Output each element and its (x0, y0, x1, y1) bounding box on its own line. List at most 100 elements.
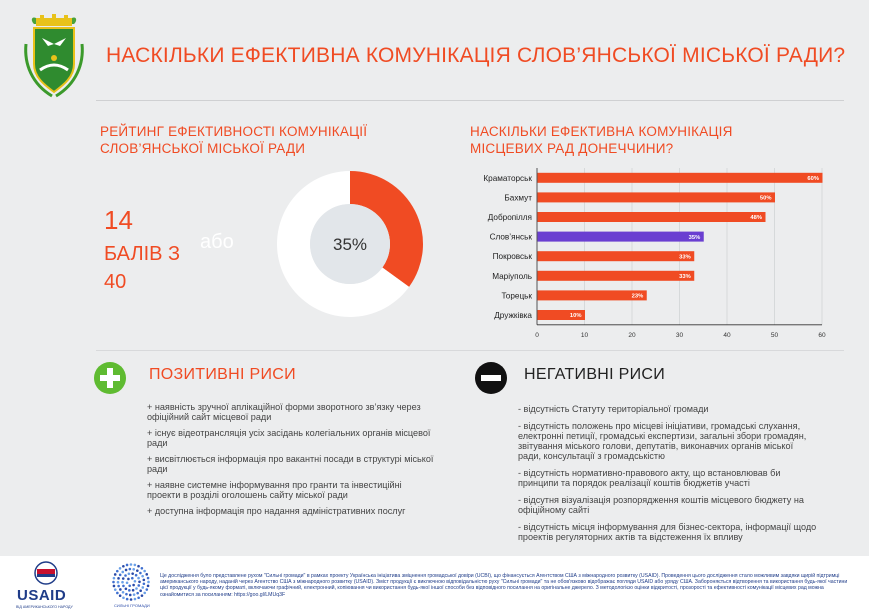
positive-traits-list: + наявність зручної аплікаційної форми з… (147, 402, 437, 522)
logo-dot (146, 576, 150, 580)
logo-dot (125, 592, 128, 596)
logo-dot (131, 572, 134, 575)
logo-dot (112, 576, 116, 580)
logo-dot (112, 584, 116, 588)
category-label: Слов’янськ (490, 233, 533, 242)
logo-dot (118, 594, 122, 598)
donut-chart: 35% (277, 171, 423, 317)
donut-slice (350, 171, 423, 287)
logo-dot (125, 563, 129, 567)
bar (537, 172, 823, 183)
logo-dot (133, 597, 137, 601)
donut-slice (277, 171, 410, 317)
x-tick-label: 60 (818, 332, 826, 339)
category-label: Бахмут (504, 193, 532, 202)
logo-dot (121, 570, 125, 574)
logo-dot (139, 571, 142, 575)
logo-dot (142, 582, 146, 586)
logo-dot (113, 573, 117, 576)
logo-dot (118, 567, 122, 570)
donut-center-label: 35% (333, 235, 367, 254)
x-tick-label: 20 (628, 332, 636, 339)
negative-trait-item: - відсутність положень про місцеві ініці… (518, 421, 807, 461)
logo-dot (134, 573, 138, 577)
footer (0, 556, 869, 615)
positive-trait-item: + наявне системне інформування про грант… (147, 480, 402, 500)
positive-traits-title: ПОЗИТИВНІ РИСИ (149, 366, 296, 383)
logo-dot (133, 579, 137, 583)
bar (537, 270, 695, 281)
logo-dot (129, 598, 133, 601)
logo-dot (124, 574, 127, 577)
score-label: БАЛІВ З 40 (104, 243, 181, 293)
logo-dot (136, 569, 139, 572)
logo-dot (116, 591, 119, 595)
logo-dot (127, 577, 130, 581)
logo-dot (127, 572, 131, 576)
logo-dot (147, 580, 150, 584)
logo-dot (137, 584, 141, 587)
footer-disclaimer: Це дослідження було представлене рухом "… (160, 573, 848, 598)
logo-dot (139, 589, 142, 592)
negative-traits-list: - відсутність Статуту територіальної гро… (518, 404, 818, 549)
logo-dot (143, 569, 146, 573)
bar-value-label: 60% (807, 176, 819, 182)
bar-chart: 0 10 20 30 40 50 60 Краматорськ 60% Бахмут 50% Добр… (483, 168, 826, 339)
logo-dot (121, 580, 124, 584)
logo-dot (122, 596, 125, 600)
logo-dot (124, 568, 128, 572)
x-tick-label: 50 (771, 332, 779, 339)
abo-label: або (200, 231, 234, 253)
minus-circle-icon (475, 362, 507, 394)
comparison-title-line1: НАСКІЛЬКИ ЕФЕКТИВНА КОМУНІКАЦІЯ (470, 124, 733, 139)
logo-dot (131, 588, 135, 592)
plus-circle-icon (94, 362, 126, 394)
bar (537, 231, 704, 242)
bar-value-label: 33% (679, 274, 691, 280)
logo-dot (128, 584, 131, 588)
category-label: Краматорськ (483, 174, 532, 183)
bar (537, 251, 695, 262)
logo-dot (141, 574, 144, 578)
positive-trait-item: + висвітлюється інформація про вакантні … (147, 454, 434, 474)
logo-dot (122, 584, 125, 588)
category-label: Дружківка (494, 311, 532, 320)
negative-trait-item: - відсутність місця інформування для біз… (518, 522, 817, 542)
logo-dot (133, 563, 137, 567)
logo-dot (124, 587, 128, 591)
logo-dot (137, 576, 140, 580)
x-tick-label: 10 (581, 332, 589, 339)
bar (537, 212, 766, 222)
negative-trait-item: - відсутня візуалізація розпорядження ко… (518, 495, 804, 515)
logo-dot (132, 567, 136, 571)
bar-value-label: 33% (679, 254, 691, 260)
donut-center (310, 204, 390, 284)
rating-section-title: РЕЙТИНГ ЕФЕКТИВНОСТІ КОМУНІКАЦІЇ СЛОВ’ЯН… (100, 123, 400, 157)
logo-dot (137, 596, 140, 600)
usaid-tagline: ВІД АМЕРИКАНСЬКОГО НАРОДУ (16, 605, 73, 609)
title-divider (96, 100, 844, 101)
negative-traits-title: НЕГАТИВНІ РИСИ (524, 366, 666, 383)
logo-dot (121, 590, 125, 594)
logo-dot (128, 589, 131, 592)
category-label: Покровськ (493, 252, 533, 261)
strong-communities-label: СИЛЬНІ ГРОМАДИ (114, 603, 150, 608)
comparison-section-title: НАСКІЛЬКИ ЕФЕКТИВНА КОМУНІКАЦІЯ МІСЦЕВИХ… (470, 123, 850, 157)
negative-trait-item: - відсутність Статуту територіальної гро… (518, 404, 709, 414)
bar-value-label: 35% (689, 235, 701, 241)
bar (537, 192, 775, 203)
logo-dot (117, 584, 120, 588)
logo-dot (113, 588, 117, 591)
logo-dot (128, 593, 132, 597)
positive-trait-item: + наявність зручної аплікаційної форми з… (147, 402, 421, 422)
logo-dot (117, 577, 120, 580)
logo-dot (140, 566, 144, 570)
bar (537, 290, 647, 301)
logo-dot (125, 581, 129, 585)
logo-dot (142, 578, 146, 582)
positive-trait-item: + існує відеотрансляція усіх засідань ко… (147, 428, 431, 448)
comparison-title-line2: МІСЦЕВИХ РАД ДОНЕЧЧИНИ? (470, 141, 674, 156)
bar-value-label: 23% (632, 294, 644, 300)
positive-trait-item: + доступна інформація про надання адміні… (147, 506, 406, 516)
bar-value-label: 48% (750, 215, 762, 221)
